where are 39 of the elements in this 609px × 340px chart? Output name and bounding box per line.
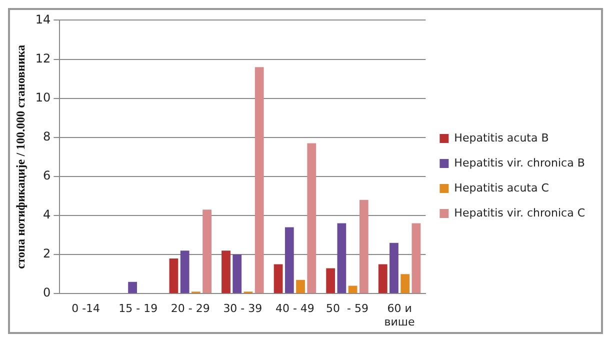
y-tick-label: 6 bbox=[43, 168, 51, 183]
bar bbox=[378, 264, 388, 294]
bar bbox=[307, 143, 316, 294]
bar bbox=[128, 282, 137, 294]
x-tick-label: 0 -14 bbox=[72, 302, 100, 316]
bar bbox=[284, 227, 294, 294]
x-tick-label: 15 - 19 bbox=[118, 302, 158, 316]
y-tick-label: 4 bbox=[43, 208, 51, 222]
bar bbox=[202, 210, 212, 294]
x-tick-label: 20 - 29 bbox=[170, 302, 210, 316]
bar bbox=[390, 242, 398, 294]
y-tick-label: 14 bbox=[35, 12, 51, 26]
y-tick-label: 10 bbox=[35, 90, 51, 104]
y-tick-label: 0 bbox=[43, 286, 51, 300]
y-axis-title: стопа нотификације / 100.000 становника bbox=[13, 44, 28, 269]
bar bbox=[169, 258, 178, 294]
bar bbox=[348, 286, 358, 294]
legend-label: Hepatitis vir. chronica B bbox=[454, 156, 585, 170]
y-tick-label: 2 bbox=[43, 246, 51, 261]
x-tick-label: 30 - 39 bbox=[223, 302, 262, 316]
bar bbox=[222, 250, 230, 294]
x-tick-label: 50 - 59 bbox=[326, 302, 368, 316]
bar bbox=[232, 254, 242, 294]
bar bbox=[180, 250, 190, 294]
bar bbox=[274, 264, 283, 294]
legend-label: Hepatitis vir. chronica C bbox=[454, 206, 586, 220]
y-tick-label: 12 bbox=[35, 51, 51, 66]
bar bbox=[296, 280, 305, 294]
x-tick-label: 60 и више bbox=[384, 302, 415, 328]
bar bbox=[412, 223, 421, 294]
legend-label: Hepatitis acuta C bbox=[454, 181, 550, 194]
bar bbox=[400, 274, 410, 294]
bar bbox=[337, 223, 346, 294]
bar bbox=[359, 200, 368, 294]
bar bbox=[254, 67, 264, 294]
bar bbox=[326, 268, 336, 294]
y-tick-label: 8 bbox=[43, 129, 51, 144]
x-tick-label: 40 - 49 bbox=[275, 302, 314, 316]
legend-label: Hepatitis acuta B bbox=[454, 131, 549, 144]
